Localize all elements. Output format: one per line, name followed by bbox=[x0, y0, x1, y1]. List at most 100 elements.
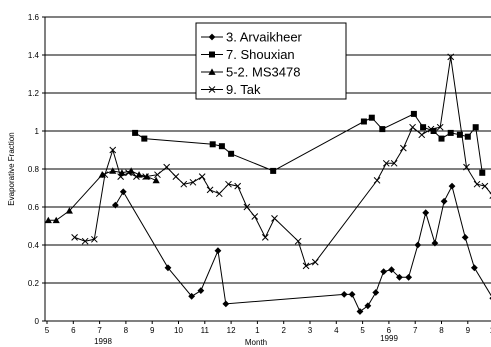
data-point bbox=[420, 124, 427, 131]
data-point bbox=[427, 125, 435, 133]
series-line bbox=[48, 170, 157, 221]
data-point bbox=[228, 150, 235, 157]
legend-label: 9. Tak bbox=[226, 82, 261, 97]
x-marker-stroke bbox=[206, 186, 214, 194]
data-point bbox=[405, 273, 413, 281]
data-point bbox=[456, 131, 463, 138]
x-tick-label: 1 bbox=[255, 326, 260, 335]
y-tick-label: 0.2 bbox=[28, 279, 40, 288]
data-point bbox=[368, 114, 375, 121]
x-tick-label: 9 bbox=[466, 326, 471, 335]
data-point bbox=[109, 146, 117, 154]
x-marker-stroke bbox=[125, 169, 132, 177]
series-9-tak bbox=[71, 53, 491, 270]
x-tick-label: 12 bbox=[227, 326, 236, 335]
x-axis-ticks: 5678910111212345678910 bbox=[45, 321, 491, 335]
data-point bbox=[380, 268, 388, 275]
x-marker-stroke bbox=[133, 173, 140, 180]
legend: 3. Arvaikheer 7. Shouxian 5-2. MS3478 9. Ta… bbox=[195, 22, 347, 100]
x-marker-stroke bbox=[180, 180, 188, 188]
x-marker-stroke bbox=[400, 144, 407, 152]
data-point bbox=[109, 167, 117, 174]
data-point bbox=[422, 209, 430, 217]
data-point bbox=[119, 188, 127, 196]
data-point bbox=[379, 126, 386, 133]
x-marker-stroke bbox=[117, 173, 124, 180]
legend-label: 7. Shouxian bbox=[226, 47, 295, 62]
data-point bbox=[472, 124, 479, 131]
x-marker-stroke bbox=[427, 125, 435, 133]
data-point bbox=[198, 173, 206, 180]
x-marker-stroke bbox=[251, 213, 259, 220]
x-tick-label: 9 bbox=[150, 326, 155, 335]
data-point bbox=[400, 144, 407, 152]
data-point bbox=[481, 182, 489, 190]
x-marker-stroke bbox=[101, 171, 109, 179]
series-layer bbox=[44, 53, 491, 315]
data-point bbox=[125, 169, 132, 177]
data-point bbox=[65, 207, 73, 214]
y-axis-title: Evaporative Fraction bbox=[7, 132, 16, 205]
data-point bbox=[251, 213, 259, 220]
data-point bbox=[311, 258, 319, 266]
data-point bbox=[197, 287, 205, 294]
legend-entry: 7. Shouxian bbox=[201, 47, 295, 62]
data-point bbox=[390, 159, 398, 167]
data-point bbox=[71, 234, 78, 241]
y-tick-label: 0.6 bbox=[28, 203, 40, 212]
data-point bbox=[438, 135, 445, 142]
data-point bbox=[132, 129, 139, 136]
data-point bbox=[373, 177, 381, 184]
x-tick-label: 8 bbox=[124, 326, 129, 335]
data-point bbox=[470, 264, 478, 272]
data-point bbox=[52, 216, 60, 224]
x-marker-stroke bbox=[382, 159, 390, 167]
x-marker-stroke bbox=[215, 190, 223, 198]
x-marker-stroke bbox=[481, 182, 489, 190]
data-point bbox=[410, 110, 417, 117]
data-point bbox=[396, 273, 403, 281]
data-point bbox=[436, 123, 444, 131]
x-marker-stroke bbox=[473, 180, 481, 188]
data-point bbox=[44, 216, 52, 224]
data-point bbox=[117, 173, 124, 180]
x-marker-stroke bbox=[208, 86, 216, 93]
data-point bbox=[111, 201, 119, 209]
series-line bbox=[74, 56, 491, 267]
data-point bbox=[463, 163, 470, 171]
data-point bbox=[261, 234, 269, 241]
data-point bbox=[234, 182, 242, 190]
data-point bbox=[430, 128, 437, 134]
legend-label: 3. Arvaikheer bbox=[226, 30, 303, 45]
data-point bbox=[448, 182, 456, 190]
x-tick-label: 6 bbox=[71, 326, 76, 335]
y-tick-label: 1.2 bbox=[28, 89, 40, 98]
data-point bbox=[356, 308, 364, 315]
x-marker-stroke bbox=[271, 215, 278, 222]
x-tick-label: 7 bbox=[97, 326, 102, 335]
x-marker-stroke bbox=[436, 123, 444, 131]
x-tick-label: 2 bbox=[281, 326, 286, 335]
x-tick-label: 5 bbox=[360, 326, 365, 335]
x-tick-label: 6 bbox=[387, 326, 392, 335]
year-label-1998: 1998 bbox=[94, 337, 112, 346]
data-point bbox=[302, 262, 310, 270]
data-point bbox=[218, 143, 225, 150]
data-point bbox=[473, 180, 481, 188]
year-label-1999: 1999 bbox=[380, 334, 398, 343]
data-point bbox=[164, 264, 172, 272]
data-point bbox=[188, 292, 196, 300]
y-tick-label: 0.8 bbox=[28, 165, 40, 174]
legend-entry: 5-2. MS3478 bbox=[201, 65, 300, 80]
data-point bbox=[189, 178, 197, 186]
x-marker-stroke bbox=[198, 173, 206, 180]
data-point bbox=[382, 159, 390, 167]
data-point bbox=[271, 215, 278, 222]
data-point bbox=[206, 186, 214, 194]
series-7-shouxian bbox=[132, 110, 486, 176]
x-tick-label: 10 bbox=[174, 326, 183, 335]
data-point bbox=[340, 291, 348, 298]
data-point bbox=[294, 237, 302, 245]
data-point bbox=[152, 176, 160, 184]
data-point bbox=[81, 237, 89, 245]
